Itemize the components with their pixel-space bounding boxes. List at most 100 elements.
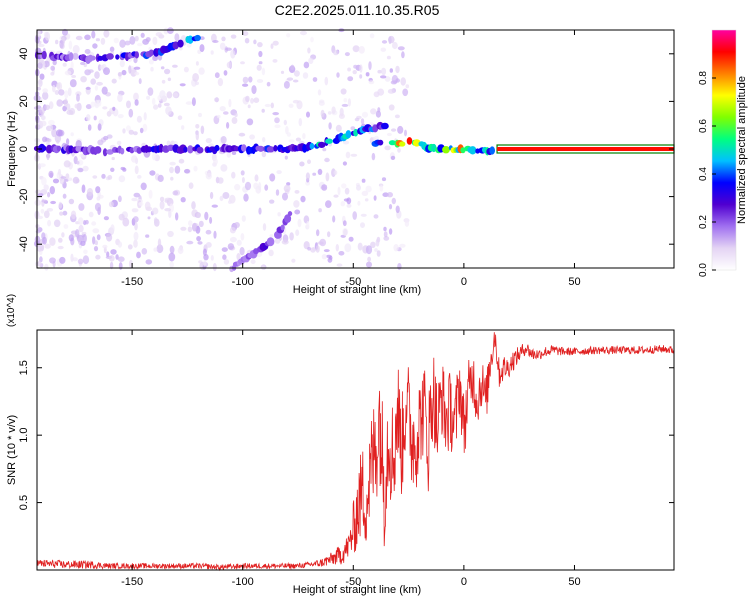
noise-speckle [82,165,89,172]
noise-speckle [122,128,126,134]
noise-speckle [256,79,264,83]
noise-speckle [90,101,96,108]
noise-speckle [310,36,314,43]
noise-speckle [341,183,347,189]
noise-speckle [221,247,228,253]
noise-speckle [151,152,157,161]
noise-speckle [46,208,54,212]
noise-speckle [90,78,96,85]
noise-speckle [231,171,236,179]
noise-speckle [335,124,342,132]
noise-speckle [92,228,100,234]
noise-speckle [54,90,60,95]
noise-speckle [266,81,271,87]
noise-speckle [129,36,136,45]
noise-speckle [97,139,104,146]
noise-speckle [187,226,193,233]
noise-speckle [157,238,162,248]
noise-speckle [350,126,356,131]
noise-speckle [348,236,354,242]
noise-speckle [133,92,139,101]
noise-speckle [59,178,65,185]
noise-speckle [384,76,391,82]
noise-speckle [84,34,91,41]
noise-speckle [247,104,251,109]
noise-speckle [134,35,139,42]
noise-speckle [383,231,388,238]
noise-speckle [386,132,392,137]
noise-speckle [37,260,42,267]
spectrogram-y-axis-label: Frequency (Hz) [6,111,18,187]
noise-speckle [298,118,303,127]
noise-speckle [383,226,387,232]
noise-speckle [307,47,311,54]
noise-speckle [315,245,320,253]
noise-speckle [306,111,310,118]
noise-speckle [82,234,87,243]
noise-speckle [394,114,400,119]
noise-speckle [159,196,165,202]
noise-speckle [310,247,316,253]
noise-speckle [57,245,64,250]
noise-speckle [253,39,257,45]
noise-speckle [49,237,56,246]
noise-speckle [94,71,100,79]
x-tick-label: -150 [121,276,143,288]
noise-speckle [147,87,154,96]
noise-speckle [286,33,291,38]
track-1-cell [388,140,396,146]
noise-speckle [177,246,184,255]
noise-speckle [50,200,56,205]
noise-speckle [48,119,55,126]
noise-speckle [307,246,311,251]
y-tick-label: 0 [18,146,30,152]
track-3-cell [284,214,292,223]
spectrogram-x-axis-label: Height of straight line (km) [293,284,421,296]
noise-speckle [38,78,43,88]
noise-speckle [103,216,109,221]
noise-speckle [377,107,381,113]
noise-speckle [37,62,43,69]
noise-speckle [43,210,50,219]
colorbar-tick-label: 0.2 [698,215,709,229]
snr-series-layer [36,332,675,572]
noise-speckle [95,254,101,260]
noise-speckle [92,175,98,179]
track-0-cell [345,130,352,139]
noise-speckle [397,147,401,153]
noise-speckle [118,195,122,203]
noise-speckle [183,66,189,73]
noise-speckle [364,198,369,202]
noise-speckle [96,81,103,86]
noise-speckle [96,99,102,107]
snr-y-axis-label: SNR (10 * v/v) [6,415,18,485]
noise-speckle [327,111,332,115]
noise-speckle [78,203,85,211]
noise-speckle [209,216,213,224]
noise-speckle [122,217,130,227]
noise-speckle [244,37,250,44]
track-0-cell [120,147,125,155]
noise-speckle [85,219,89,225]
noise-speckle [96,196,101,201]
noise-speckle [101,86,108,95]
noise-speckle [196,236,202,242]
noise-speckle [285,126,289,135]
noise-speckle [38,163,46,168]
noise-speckle [274,124,281,129]
noise-speckle [258,61,263,65]
noise-speckle [217,177,224,184]
noise-speckle [42,236,47,245]
noise-speckle [295,229,300,236]
noise-speckle [350,153,358,157]
noise-speckle [106,251,110,258]
noise-speckle [305,172,310,180]
noise-speckle [95,38,100,42]
noise-speckle [240,233,245,241]
noise-speckle [359,64,363,73]
noise-speckle [48,101,54,110]
noise-speckle [203,259,207,267]
noise-speckle [284,155,288,160]
noise-speckle [47,138,52,143]
noise-speckle [87,124,92,131]
